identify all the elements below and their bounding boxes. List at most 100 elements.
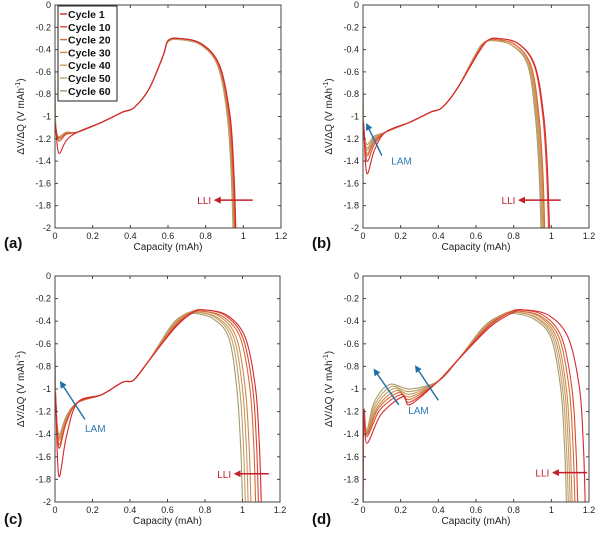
panel-label: (d) bbox=[312, 511, 331, 528]
series-line-cycle-1 bbox=[363, 37, 551, 228]
legend-entry: Cycle 10 bbox=[68, 22, 111, 34]
y-tick-label: -0.6 bbox=[343, 339, 359, 349]
y-tick-label: -2 bbox=[43, 223, 51, 233]
x-tick-label: 0 bbox=[360, 231, 365, 241]
y-tick-label: -0.8 bbox=[343, 89, 359, 99]
y-tick-label: -0.6 bbox=[343, 67, 359, 77]
y-tick-label: -1 bbox=[351, 384, 359, 394]
y-axis-label-main: ΔV/ΔQ (V mAh bbox=[324, 360, 335, 427]
x-axis-label: Capacity (mAh) bbox=[134, 242, 203, 253]
y-axis-label: ΔV/ΔQ (V mAh-1) bbox=[323, 351, 335, 427]
x-tick-label: 0.2 bbox=[394, 505, 407, 515]
x-tick-label: 0.6 bbox=[470, 505, 483, 515]
x-tick-label: 1.2 bbox=[583, 505, 596, 515]
series-line-cycle-30 bbox=[363, 38, 545, 228]
lli-label: LLI bbox=[217, 470, 231, 481]
lam-label: LAM bbox=[408, 406, 429, 417]
x-tick-label: 1 bbox=[549, 505, 554, 515]
lli-label: LLI bbox=[197, 196, 211, 207]
panel-label: (a) bbox=[4, 235, 22, 252]
x-tick-label: 0.4 bbox=[124, 505, 137, 515]
panel-b: 0 0.2 0.4 0.6 0.8 1 1.2 0 -0.2 -0.4 -0.6 -0.8 -1 -1.2… bbox=[312, 0, 595, 253]
y-tick-label: -0.8 bbox=[35, 361, 51, 371]
y-tick-label: 0 bbox=[46, 271, 51, 281]
y-tick-label: -0.2 bbox=[35, 22, 51, 32]
y-tick-label: -1 bbox=[43, 112, 51, 122]
y-tick-label: 0 bbox=[46, 0, 51, 10]
legend-entry: Cycle 1 bbox=[68, 9, 105, 21]
y-tick-label: -1 bbox=[43, 384, 51, 394]
y-tick-label: -0.4 bbox=[343, 316, 359, 326]
x-tick-label: 1 bbox=[549, 231, 554, 241]
x-tick-label: 1 bbox=[240, 505, 245, 515]
y-tick-label: -0.2 bbox=[343, 294, 359, 304]
y-tick-label: -0.4 bbox=[35, 45, 51, 55]
panel-label: (c) bbox=[4, 511, 22, 528]
curves bbox=[55, 37, 237, 228]
lli-label: LLI bbox=[502, 196, 516, 207]
y-tick-label: -2 bbox=[43, 497, 51, 507]
curves bbox=[363, 37, 551, 228]
lam-arrow bbox=[59, 381, 86, 420]
x-tick-label: 0 bbox=[52, 231, 57, 241]
x-tick-label: 1 bbox=[241, 231, 246, 241]
y-tick-label: -1.6 bbox=[343, 452, 359, 462]
x-tick-label: 0.8 bbox=[507, 505, 520, 515]
y-tick-label: 0 bbox=[354, 0, 359, 10]
y-tick-label: -1.2 bbox=[35, 134, 51, 144]
x-tick-label: 0.2 bbox=[394, 231, 407, 241]
y-tick-label: -1.4 bbox=[35, 156, 51, 166]
y-tick-label: -1.6 bbox=[343, 178, 359, 188]
x-axis-label: Capacity (mAh) bbox=[133, 516, 202, 527]
x-tick-label: 0.4 bbox=[432, 505, 445, 515]
y-axis-label-superscript: -1 bbox=[15, 82, 22, 88]
legend-box bbox=[57, 5, 118, 102]
curves bbox=[55, 309, 262, 502]
y-axis-label-main: ΔV/ΔQ (V mAh bbox=[16, 360, 27, 427]
y-axis-label-end: ) bbox=[324, 78, 335, 81]
y-tick-label: 0 bbox=[354, 271, 359, 281]
legend-entry: Cycle 50 bbox=[68, 73, 111, 85]
y-tick-label: -1.4 bbox=[35, 429, 51, 439]
y-tick-label: -1.8 bbox=[343, 474, 359, 484]
y-tick-label: -2 bbox=[351, 223, 359, 233]
panel-c: 0 0.2 0.4 0.6 0.8 1 1.2 0 -0.2 -0.4 -0.6 -0.8 -1 -1.2… bbox=[4, 271, 286, 528]
x-tick-label: 1.2 bbox=[583, 231, 596, 241]
lam-label: LAM bbox=[85, 424, 106, 435]
x-tick-label: 0 bbox=[360, 505, 365, 515]
series-line-cycle-40 bbox=[363, 39, 544, 228]
axes-frame bbox=[362, 4, 590, 229]
legend-entry: Cycle 30 bbox=[68, 47, 111, 59]
curves bbox=[363, 309, 586, 502]
y-tick-label: -0.4 bbox=[35, 316, 51, 326]
y-axis-label-main: ΔV/ΔQ (V mAh bbox=[324, 88, 335, 155]
x-tick-label: 0.6 bbox=[162, 231, 175, 241]
x-tick-label: 0.8 bbox=[507, 231, 520, 241]
y-axis-label: ΔV/ΔQ (V mAh-1) bbox=[323, 78, 335, 154]
legend-entry: Cycle 40 bbox=[68, 60, 111, 72]
y-tick-label: -1.2 bbox=[343, 134, 359, 144]
x-tick-label: 0.4 bbox=[432, 231, 445, 241]
x-tick-label: 0.2 bbox=[86, 505, 99, 515]
y-axis-label-end: ) bbox=[16, 78, 27, 81]
y-tick-label: -2 bbox=[351, 497, 359, 507]
x-axis-label: Capacity (mAh) bbox=[442, 516, 511, 527]
y-tick-label: -1.2 bbox=[35, 407, 51, 417]
y-tick-label: -1.2 bbox=[343, 407, 359, 417]
series-line-cycle-1 bbox=[55, 309, 262, 502]
y-tick-label: -1.6 bbox=[35, 452, 51, 462]
y-axis-label: ΔV/ΔQ (V mAh-1) bbox=[15, 78, 27, 154]
series-line-cycle-1 bbox=[363, 309, 586, 502]
x-tick-label: 0.4 bbox=[124, 231, 137, 241]
y-tick-label: -0.2 bbox=[35, 294, 51, 304]
y-tick-label: -1.8 bbox=[343, 201, 359, 211]
x-tick-label: 0.6 bbox=[161, 505, 174, 515]
x-tick-label: 0.2 bbox=[86, 231, 99, 241]
y-axis-label-superscript: -1 bbox=[323, 354, 330, 360]
y-axis-label-superscript: -1 bbox=[323, 82, 330, 88]
lam-label: LAM bbox=[391, 156, 412, 167]
panel-d: 0 0.2 0.4 0.6 0.8 1 1.2 0 -0.2 -0.4 -0.6 -0.8 -1 -1.2… bbox=[312, 271, 595, 528]
series-line-cycle-1 bbox=[55, 37, 237, 228]
